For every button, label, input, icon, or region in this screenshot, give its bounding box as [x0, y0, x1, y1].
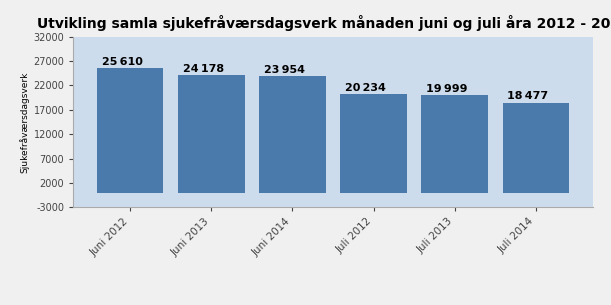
Text: 23 954: 23 954	[264, 65, 305, 75]
Bar	[259, 76, 326, 193]
Text: 20 234: 20 234	[345, 83, 386, 93]
Y-axis label: Sjukefråværsdagsverk: Sjukefråværsdagsverk	[20, 71, 29, 173]
Bar	[97, 68, 164, 193]
Text: 24 178: 24 178	[183, 63, 224, 74]
Title: Utvikling samla sjukefråværsdagsverk månaden juni og juli åra 2012 - 2014: Utvikling samla sjukefråværsdagsverk mån…	[37, 15, 611, 31]
Text: 19 999: 19 999	[426, 84, 468, 94]
Bar	[178, 75, 244, 193]
Text: 18 477: 18 477	[507, 92, 549, 101]
Text: 25 610: 25 610	[102, 56, 143, 66]
Bar	[422, 95, 488, 193]
Bar	[502, 102, 569, 193]
Bar	[340, 94, 407, 193]
Legend: Samla sjukefråværsdagsverk - føretaksgruppa Helse Vest: Samla sjukefråværsdagsverk - føretaksgru…	[201, 303, 465, 305]
